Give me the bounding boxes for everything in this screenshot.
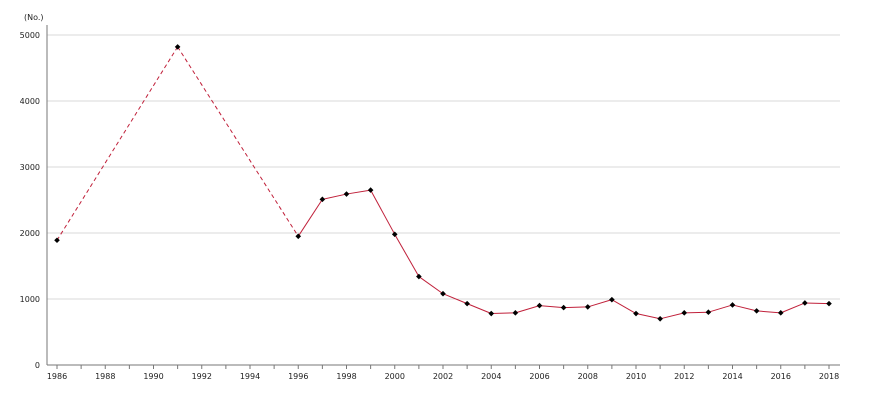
series-segment [587, 299, 613, 308]
series-segment [804, 302, 830, 305]
x-tick-label: 2008 [578, 372, 598, 381]
data-point [416, 273, 422, 280]
series-segment [780, 302, 806, 314]
x-tick-labels: 1986 1988 1990 1992 1994 1996 1998 2000 2002 2004… [47, 365, 839, 381]
y-tick-label: 3000 [20, 163, 40, 172]
data-point [488, 310, 495, 317]
data-point [54, 237, 60, 244]
series-segment [491, 312, 516, 315]
data-point [560, 304, 567, 311]
series-line [56, 46, 830, 320]
data-point [536, 302, 543, 309]
x-tick-label: 2018 [819, 372, 839, 381]
series-segment [539, 305, 564, 309]
x-tick-label: 2016 [771, 372, 791, 381]
y-tick-label: 5000 [20, 31, 40, 40]
series-segment [660, 312, 685, 320]
data-point [512, 310, 519, 316]
series-segment [346, 189, 371, 195]
x-tick-label: 1998 [336, 372, 356, 381]
series-markers [54, 44, 832, 322]
series-segment [611, 299, 637, 314]
y-tick-label: 1000 [20, 295, 40, 304]
data-point [802, 300, 808, 306]
grid-lines [47, 34, 840, 300]
series-segment [370, 189, 396, 235]
data-point [729, 302, 736, 308]
x-tick-label: 2002 [433, 372, 453, 381]
data-point [174, 44, 181, 50]
series-segment [442, 293, 468, 305]
series-segment [322, 193, 347, 200]
x-tick-label: 2012 [674, 372, 694, 381]
data-point [609, 296, 615, 303]
series-segment [708, 304, 733, 313]
data-point [681, 310, 688, 316]
series-segment [466, 303, 492, 314]
data-point [657, 316, 663, 322]
data-point [440, 290, 446, 297]
x-tick-label: 1986 [47, 372, 67, 381]
data-point [826, 300, 832, 307]
data-point [343, 191, 350, 197]
data-point [584, 304, 591, 310]
series-segment [515, 305, 540, 314]
data-point [295, 233, 302, 240]
x-tick-label: 2014 [722, 372, 742, 381]
series-segment [394, 234, 420, 277]
x-tick-label: 1994 [240, 372, 260, 381]
x-tick-label: 1990 [143, 372, 163, 381]
series-segment [418, 276, 444, 295]
data-point [319, 196, 326, 203]
series-segment [563, 306, 588, 309]
y-tick-labels: 0 1000 2000 3000 4000 5000 [20, 31, 40, 370]
x-tick-label: 1992 [192, 372, 212, 381]
series-segment [732, 304, 757, 312]
series-segment [756, 310, 781, 314]
x-tick-label: 2010 [626, 372, 646, 381]
data-point [777, 310, 784, 316]
data-point [464, 300, 470, 307]
x-tick-label: 1988 [95, 372, 115, 381]
series-segment [684, 311, 709, 314]
y-tick-label: 2000 [20, 229, 40, 238]
x-tick-label: 2006 [529, 372, 549, 381]
data-point [633, 310, 639, 317]
data-point [391, 231, 398, 238]
y-tick-label: 0 [35, 361, 40, 370]
data-point [367, 187, 374, 193]
axes [46, 25, 840, 366]
series-segment [297, 199, 323, 237]
x-tick-label: 1996 [288, 372, 308, 381]
y-unit-label: (No.) [24, 13, 44, 22]
data-point [705, 309, 712, 315]
y-tick-label: 4000 [20, 97, 40, 106]
data-point [753, 308, 760, 314]
series-segment [635, 313, 661, 320]
series-segment [56, 46, 179, 241]
series-segment [177, 46, 299, 237]
x-tick-label: 2004 [481, 372, 501, 381]
x-tick-label: 2000 [385, 372, 405, 381]
